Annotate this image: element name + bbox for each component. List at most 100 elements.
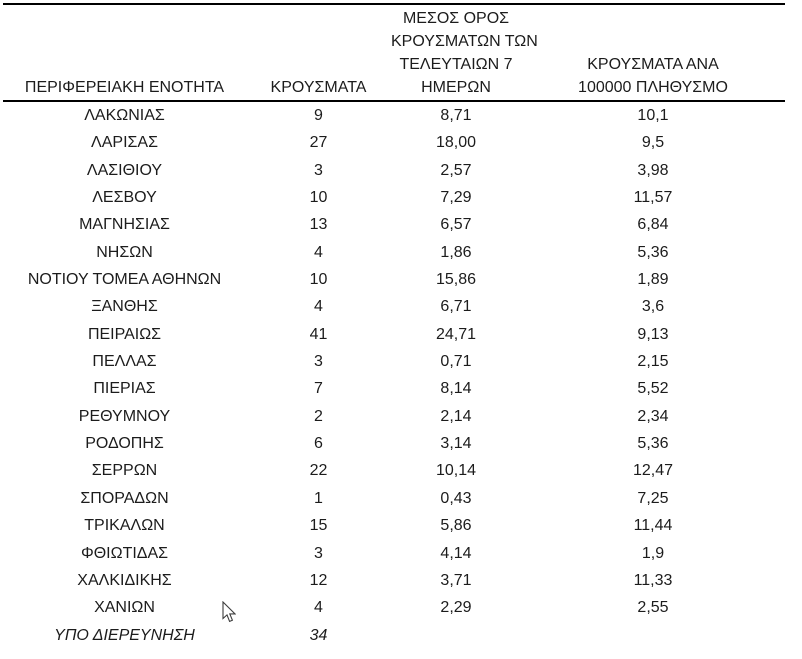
table-cell-per_100k: 2,15 [637,353,669,371]
table-cell-cases: 3 [314,353,323,371]
table-cell-cases: 7 [314,380,323,398]
table-cell-cases: 9 [314,107,323,124]
table-cell-region: ΝΗΣΩΝ [96,243,153,261]
table-cell-avg_7day: 10,14 [435,462,477,480]
table-cell-cases: 22 [309,462,328,480]
table-cell-cases: 34 [309,626,328,644]
table-cell-avg_7day: 2,57 [440,161,472,179]
table-cell-per_100k: 2,34 [637,407,669,425]
table-cell-per_100k: 2,55 [637,599,669,617]
table-header: ΠΕΡΙΦΕΡΕΙΑΚΗ ΕΝΟΤΗΤΑ ΚΡΟΥΣΜΑΤΑ ΜΕΣΟΣ ΟΡΟ… [3,4,785,102]
table-cell-cases: 3 [314,161,323,179]
table-row: ΝΗΣΩΝ 4 1,86 5,36 [3,239,785,266]
table-cell-per_100k: 11,57 [633,189,673,207]
table-row: ΛΕΣΒΟΥ 10 7,29 11,57 [3,184,785,211]
regional-cases-table: ΠΕΡΙΦΕΡΕΙΑΚΗ ΕΝΟΤΗΤΑ ΚΡΟΥΣΜΑΤΑ ΜΕΣΟΣ ΟΡΟ… [3,3,785,649]
table-row: ΦΘΙΩΤΙΔΑΣ 3 4,14 1,9 [3,540,785,567]
table-cell-avg_7day: 6,57 [440,216,472,234]
table-cell-cases: 10 [309,189,328,207]
table-row: ΠΕΛΛΑΣ 3 0,71 2,15 [3,348,785,375]
table-cell-cases: 4 [314,298,323,316]
table-cell-per_100k: 5,36 [637,435,669,453]
table-cell-avg_7day: 0,43 [440,489,472,507]
table-cell-region: ΛΑΚΩΝΙΑΣ [84,107,165,124]
table-row: ΞΑΝΘΗΣ 4 6,71 3,6 [3,293,785,320]
table-cell-cases: 2 [314,407,323,425]
table-cell-avg_7day [391,622,521,649]
table-cell-cases: 1 [314,489,323,507]
table-cell-avg_7day: 3,71 [440,571,472,589]
table-cell-per_100k: 7,25 [637,489,669,507]
table-cell-per_100k: 9,5 [641,134,665,152]
table-cell-cases: 13 [309,216,328,234]
table-cell-cases: 3 [314,544,323,562]
table-row: ΣΠΟΡΑΔΩΝ 1 0,43 7,25 [3,485,785,512]
col-header-cases: ΚΡΟΥΣΜΑΤΑ [246,4,391,102]
table-row: ΝΟΤΙΟΥ ΤΟΜΕΑ ΑΘΗΝΩΝ 10 15,86 1,89 [3,266,785,293]
table-cell-avg_7day: 8,14 [440,380,472,398]
table-cell-region: ΤΡΙΚΑΛΩΝ [84,517,165,535]
table-cell-region: ΣΕΡΡΩΝ [91,462,158,480]
table-cell-region: ΣΠΟΡΑΔΩΝ [80,489,169,507]
table-cell-region: ΞΑΝΘΗΣ [91,298,158,316]
col-header-regional-unit: ΠΕΡΙΦΕΡΕΙΑΚΗ ΕΝΟΤΗΤΑ [3,4,246,102]
table-cell-region: ΧΑΝΙΩΝ [94,599,155,617]
table-body: ΛΑΚΩΝΙΑΣ 9 8,71 10,1 ΛΑΡΙΣΑΣ 27 18,00 9,5 ΛΑΣΙΘΙ… [3,101,785,649]
table-cell-avg_7day: 6,71 [440,298,472,316]
table-cell-cases: 12 [309,571,328,589]
table-cell-avg_7day: 18,00 [435,134,477,152]
table-cell-avg_7day: 15,86 [435,271,477,289]
table-header-row: ΠΕΡΙΦΕΡΕΙΑΚΗ ΕΝΟΤΗΤΑ ΚΡΟΥΣΜΑΤΑ ΜΕΣΟΣ ΟΡΟ… [3,4,785,102]
table-cell-region: ΠΙΕΡΙΑΣ [93,380,156,398]
table-cell-per_100k: 5,52 [637,380,669,398]
table-row: ΥΠΟ ΔΙΕΡΕΥΝΗΣΗ 34 [3,622,785,649]
table-cell-per_100k: 11,33 [633,571,673,589]
table-cell-cases: 15 [309,517,328,535]
table-row: ΤΡΙΚΑΛΩΝ 15 5,86 11,44 [3,512,785,539]
table-cell-per_100k [521,622,785,649]
table-cell-avg_7day: 24,71 [435,325,477,343]
table-cell-avg_7day: 2,29 [440,599,472,617]
table-cell-per_100k: 1,9 [641,544,665,562]
table-cell-region: ΛΑΡΙΣΑΣ [91,134,158,152]
table-cell-region: ΝΟΤΙΟΥ ΤΟΜΕΑ ΑΘΗΝΩΝ [27,271,222,289]
table-cell-avg_7day: 1,86 [440,243,472,261]
table-row: ΛΑΡΙΣΑΣ 27 18,00 9,5 [3,129,785,156]
table-cell-region: ΠΕΛΛΑΣ [92,353,157,371]
table-cell-region: ΡΟΔΟΠΗΣ [85,435,164,453]
table-row: ΡΕΘΥΜΝΟΥ 2 2,14 2,34 [3,403,785,430]
table-row: ΜΑΓΝΗΣΙΑΣ 13 6,57 6,84 [3,211,785,238]
table-cell-per_100k: 6,84 [637,216,669,234]
table-cell-cases: 27 [309,134,328,152]
table-cell-region: ΥΠΟ ΔΙΕΡΕΥΝΗΣΗ [54,626,195,644]
table-cell-per_100k: 1,89 [637,271,669,289]
table-row: ΛΑΚΩΝΙΑΣ 9 8,71 10,1 [3,101,785,129]
table-cell-avg_7day: 2,14 [440,407,472,425]
table-row: ΠΙΕΡΙΑΣ 7 8,14 5,52 [3,375,785,402]
table-cell-region: ΡΕΘΥΜΝΟΥ [78,407,171,425]
table-cell-per_100k: 9,13 [637,325,669,343]
table-cell-per_100k: 11,44 [633,517,673,535]
table-row: ΛΑΣΙΘΙΟΥ 3 2,57 3,98 [3,157,785,184]
table-row: ΧΑΝΙΩΝ 4 2,29 2,55 [3,594,785,621]
table-cell-region: ΜΑΓΝΗΣΙΑΣ [79,216,170,234]
col-header-cases-per-100k: ΚΡΟΥΣΜΑΤΑ ΑΝΑ 100000 ΠΛΗΘΥΣΜΟ [521,4,785,102]
table-cell-region: ΠΕΙΡΑΙΩΣ [87,325,162,343]
table-cell-region: ΦΘΙΩΤΙΔΑΣ [80,544,169,562]
table-row: ΡΟΔΟΠΗΣ 6 3,14 5,36 [3,430,785,457]
table-row: ΧΑΛΚΙΔΙΚΗΣ 12 3,71 11,33 [3,567,785,594]
table-cell-region: ΛΕΣΒΟΥ [92,189,157,207]
table-cell-avg_7day: 8,71 [440,107,472,124]
table-cell-cases: 10 [309,271,328,289]
table-cell-cases: 4 [314,599,323,617]
table-cell-per_100k: 5,36 [637,243,669,261]
table-cell-avg_7day: 7,29 [440,189,472,207]
col-header-7day-average: ΜΕΣΟΣ ΟΡΟΣ ΚΡΟΥΣΜΑΤΩΝ ΤΩΝ ΤΕΛΕΥΤΑΙΩΝ 7 Η… [391,4,538,102]
table-cell-avg_7day: 0,71 [440,353,472,371]
table-cell-avg_7day: 4,14 [440,544,472,562]
table-cell-per_100k: 12,47 [632,462,674,480]
table-cell-region: ΛΑΣΙΘΙΟΥ [86,161,163,179]
table-cell-cases: 6 [314,435,323,453]
table-cell-per_100k: 3,6 [641,298,665,316]
table-cell-avg_7day: 3,14 [440,435,472,453]
